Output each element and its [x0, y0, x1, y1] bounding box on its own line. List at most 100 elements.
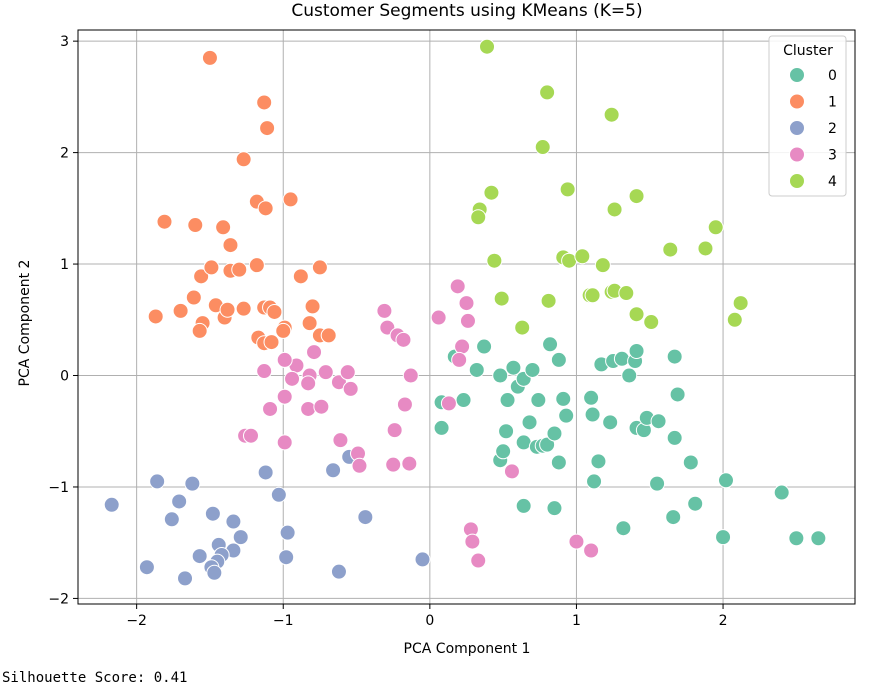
y-tick-label: 1 [60, 257, 69, 273]
cluster-3-point [376, 302, 393, 319]
cluster-3-point [440, 395, 457, 412]
cluster-2-point [204, 505, 221, 522]
legend-label-cluster-3: 3 [828, 148, 837, 164]
legend-label-cluster-4: 4 [828, 174, 837, 190]
cluster-4-point [493, 290, 510, 307]
cluster-1-point [156, 213, 173, 230]
cluster-4-point [643, 314, 660, 331]
cluster-3-point [568, 533, 585, 550]
cluster-3-point [386, 422, 403, 439]
cluster-1-point [215, 219, 232, 236]
x-tick-label: 2 [719, 613, 728, 629]
cluster-4-point [574, 248, 591, 265]
cluster-3-point [351, 457, 368, 474]
cluster-1-point [257, 200, 274, 217]
cluster-0-point [682, 454, 699, 471]
y-tick-label: 3 [60, 34, 69, 50]
cluster-0-point [542, 336, 559, 353]
cluster-0-point [717, 472, 734, 489]
cluster-3-point [300, 375, 317, 392]
cluster-3-point [451, 351, 468, 368]
cluster-1-point [266, 303, 283, 320]
cluster-2-point [330, 563, 347, 580]
cluster-0-point [666, 429, 683, 446]
cluster-1-point [231, 261, 248, 278]
cluster-3-point [339, 364, 356, 381]
cluster-0-point [433, 419, 450, 436]
cluster-0-point [455, 392, 472, 409]
cluster-0-point [583, 389, 600, 406]
cluster-0-point [546, 500, 563, 517]
legend-label-cluster-0: 0 [828, 68, 837, 84]
cluster-1-point [292, 268, 309, 285]
cluster-0-point [628, 342, 645, 359]
cluster-1-point [263, 334, 280, 351]
cluster-3-point [300, 400, 317, 417]
cluster-0-point [468, 361, 485, 378]
cluster-0-point [505, 359, 522, 376]
cluster-2-point [177, 570, 194, 587]
cluster-4-point [628, 306, 645, 323]
legend-box [768, 35, 847, 197]
cluster-3-point [262, 400, 279, 417]
cluster-4-point [479, 38, 496, 55]
plot-frame [77, 29, 856, 605]
cluster-3-point [470, 552, 487, 569]
cluster-0-point [550, 454, 567, 471]
x-tick-label: −1 [273, 613, 294, 629]
y-tick-label: 2 [60, 146, 69, 162]
cluster-3-point [313, 398, 330, 415]
cluster-0-point [590, 453, 607, 470]
cluster-3-point [402, 367, 419, 384]
legend-title: Cluster [783, 43, 833, 59]
cluster-4-point [486, 252, 503, 269]
cluster-1-point [222, 237, 239, 254]
cluster-2-point [270, 486, 287, 503]
legend-label-cluster-1: 1 [828, 95, 837, 111]
legend-label-cluster-2: 2 [828, 121, 837, 137]
cluster-1-point [256, 94, 273, 111]
y-tick-label: 0 [60, 369, 69, 385]
cluster-4-point [534, 139, 551, 156]
y-tick-label: −1 [48, 480, 69, 496]
cluster-0-point [476, 338, 493, 355]
cluster-3-point [459, 312, 476, 329]
cluster-2-point [191, 548, 208, 565]
cluster-0-point [621, 367, 638, 384]
cluster-0-point [650, 413, 667, 430]
cluster-0-point [492, 367, 509, 384]
cluster-0-point [615, 520, 632, 537]
cluster-0-point [687, 495, 704, 512]
cluster-3-point [449, 278, 466, 295]
cluster-2-point [279, 524, 296, 541]
cluster-1-point [193, 268, 210, 285]
cluster-0-point [546, 425, 563, 442]
legend-marker-cluster-4 [789, 173, 805, 189]
scatter-points [103, 38, 827, 587]
cluster-1-point [235, 300, 252, 317]
cluster-3-point [454, 338, 471, 355]
cluster-1-point [282, 191, 299, 208]
cluster-0-point [498, 423, 515, 440]
cluster-0-point [558, 407, 575, 424]
cluster-4-point [603, 106, 620, 123]
cluster-3-point [276, 351, 293, 368]
cluster-2-point [206, 564, 223, 581]
cluster-0-point [810, 530, 827, 547]
x-axis-label: PCA Component 1 [404, 641, 531, 657]
cluster-0-point [495, 443, 512, 460]
cluster-0-point [550, 351, 567, 368]
cluster-4-point [483, 184, 500, 201]
cluster-2-point [257, 464, 274, 481]
cluster-3-point [503, 463, 520, 480]
cluster-0-point [584, 406, 601, 423]
cluster-1-point [172, 302, 189, 319]
cluster-0-point [666, 348, 683, 365]
silhouette-score-value: 0.41 [153, 670, 188, 686]
cluster-2-point [278, 549, 295, 566]
cluster-4-point [470, 209, 487, 226]
cluster-1-point [301, 315, 318, 332]
cluster-0-point [530, 392, 547, 409]
cluster-3-point [342, 380, 359, 397]
cluster-2-point [138, 559, 155, 576]
